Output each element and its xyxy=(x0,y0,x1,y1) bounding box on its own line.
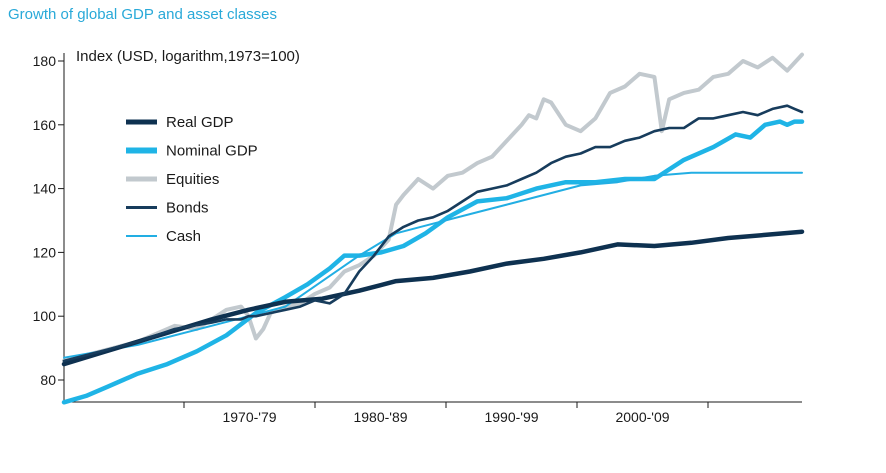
x-tick-label: 1980-'89 xyxy=(353,409,407,425)
series-lines xyxy=(61,52,805,405)
x-tick-label: 1990-'99 xyxy=(484,409,538,425)
series-line-nominal-gdp xyxy=(61,119,805,405)
series-line-cash xyxy=(63,171,803,359)
legend-label-bonds: Bonds xyxy=(166,200,209,217)
y-tick-label: 100 xyxy=(33,308,57,324)
series-line-bonds xyxy=(62,104,804,363)
chart-title: Growth of global GDP and asset classes xyxy=(8,6,278,23)
series-line-real-gdp xyxy=(61,229,805,367)
y-tick-label: 160 xyxy=(33,117,57,133)
y-tick-label: 140 xyxy=(33,181,57,197)
x-tick-label: 2000-'09 xyxy=(615,409,669,425)
axes xyxy=(63,53,802,403)
series-line-equities xyxy=(62,52,804,363)
y-tick-label: 120 xyxy=(33,244,57,260)
legend-label-nominal-gdp: Nominal GDP xyxy=(166,143,258,160)
y-axis-label: Index (USD, logarithm,1973=100) xyxy=(76,48,300,65)
legend-label-equities: Equities xyxy=(166,171,219,188)
legend-label-cash: Cash xyxy=(166,228,201,245)
y-tick-label: 80 xyxy=(40,372,56,388)
legend: Real GDP Nominal GDP Equities Bonds Cash xyxy=(126,114,258,245)
x-ticks: 1970-'79 1980-'89 1990-'99 2000-'09 xyxy=(183,402,709,425)
x-tick-label: 1970-'79 xyxy=(222,409,276,425)
legend-label-real-gdp: Real GDP xyxy=(166,114,234,131)
y-ticks: 80 100 120 140 160 180 xyxy=(33,53,64,388)
y-tick-label: 180 xyxy=(33,53,57,69)
